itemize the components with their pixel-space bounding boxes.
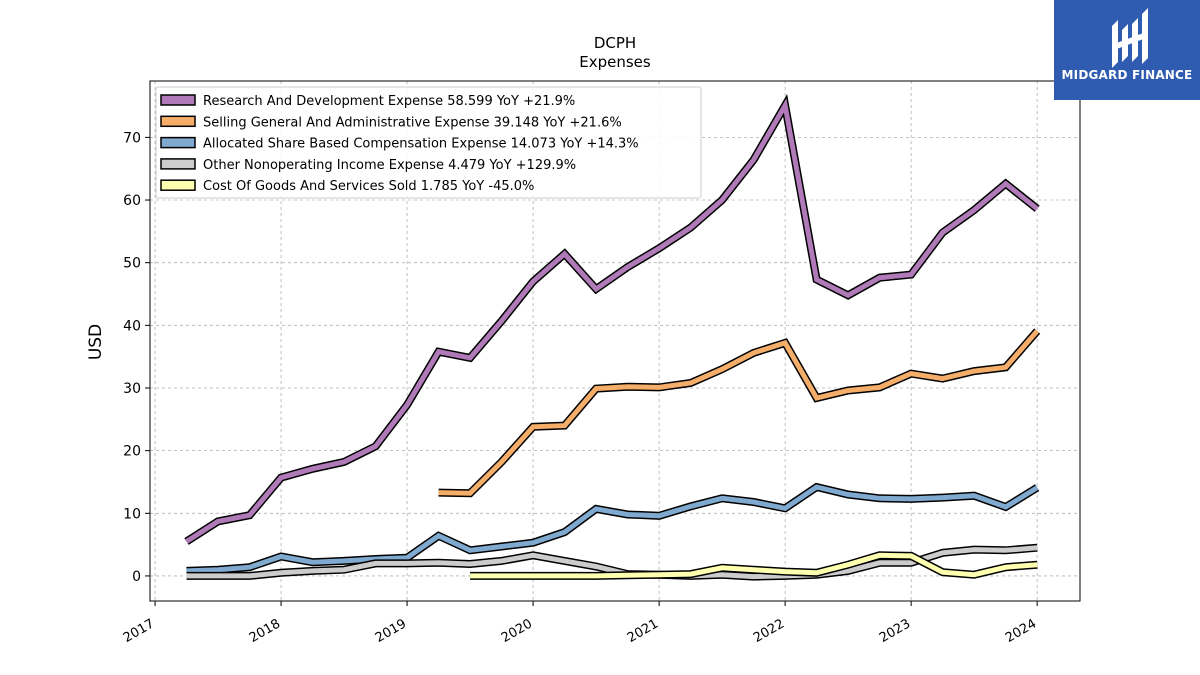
legend-swatch — [160, 158, 196, 170]
legend-label: Allocated Share Based Compensation Expen… — [203, 137, 639, 152]
series-lines — [184, 93, 1041, 581]
legend-label: Other Nonoperating Income Expense 4.479 … — [203, 158, 576, 173]
legend-swatch — [160, 136, 196, 149]
x-tick-label: 2023 — [877, 616, 913, 646]
logo-text: MIDGARD FINANCE — [1061, 68, 1193, 82]
y-tick-label: 20 — [123, 444, 141, 460]
chart-subtitle: Expenses — [579, 53, 651, 71]
series-line-cost-of-goods-and-services-sold — [470, 552, 1038, 579]
y-tick-label: 40 — [123, 318, 141, 334]
x-tick-label: 2021 — [625, 616, 661, 646]
x-tick-label: 2017 — [121, 616, 157, 646]
logo-mark-icon — [1112, 8, 1148, 68]
series-line-research-and-development-expense — [185, 98, 1039, 544]
legend-swatch — [160, 94, 196, 106]
x-tick-label: 2022 — [751, 616, 787, 646]
series-line-selling-general-and-administrative-expense — [438, 329, 1040, 496]
y-tick-label: 60 — [123, 193, 141, 209]
y-tick-label: 0 — [132, 569, 141, 585]
series-line-other-nonoperating-income-expense — [186, 545, 1038, 580]
midgard-finance-logo: MIDGARD FINANCE — [1054, 0, 1200, 100]
legend: Research And Development Expense 58.599 … — [155, 86, 702, 199]
y-tick-label: 10 — [123, 506, 141, 522]
legend-swatch — [160, 115, 196, 128]
y-tick-label: 30 — [123, 381, 141, 397]
series-line-allocated-share-based-compensation-expense — [186, 484, 1039, 574]
x-tick-label: 2024 — [1003, 616, 1039, 646]
legend-label: Cost Of Goods And Services Sold 1.785 Yo… — [203, 179, 534, 194]
x-tick-label: 2019 — [373, 616, 409, 646]
series-outline-selling-general-and-administrative-expense — [438, 328, 1041, 498]
plot-frame — [149, 80, 1081, 602]
x-tick-label: 2018 — [247, 616, 283, 646]
legend-swatch — [160, 179, 196, 191]
chart-title: DCPH — [594, 34, 636, 52]
legend-label: Selling General And Administrative Expen… — [203, 115, 622, 130]
legend-label: Research And Development Expense 58.599 … — [203, 94, 575, 109]
y-axis-label: USD — [86, 324, 106, 360]
y-tick-label: 50 — [123, 256, 141, 272]
y-tick-label: 70 — [123, 130, 141, 146]
legend-frame — [155, 86, 702, 199]
x-tick-label: 2020 — [499, 616, 535, 646]
